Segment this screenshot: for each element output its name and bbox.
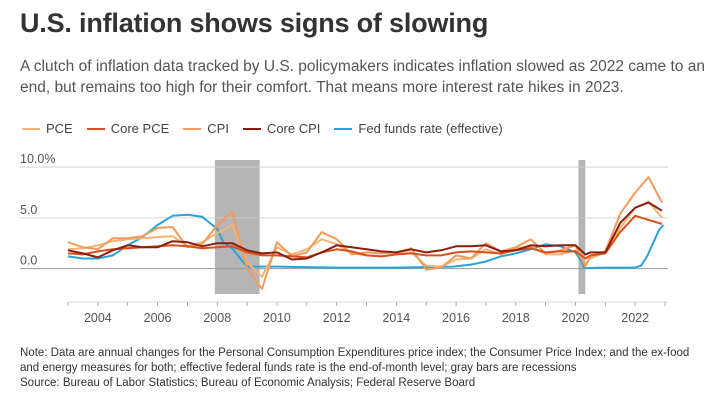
legend-swatch-cpi	[183, 127, 202, 130]
legend-label-cpi: CPI	[207, 121, 229, 136]
y-tick-label: 10.0%	[20, 152, 55, 166]
source-text: Source: Bureau of Labor Statistics; Bure…	[20, 377, 476, 389]
x-axis-ticks: 2004 2006 2008 2010 2012 2014 2016 2018 2020 2022	[67, 301, 668, 325]
legend-item-pce: PCE	[22, 121, 73, 136]
legend-item-core-cpi: Core CPI	[242, 121, 321, 136]
x-tick-label: 2016	[442, 311, 470, 325]
y-tick-label: 5.0	[20, 203, 37, 217]
x-tick-label: 2006	[144, 311, 172, 325]
series-line-fed-funds-rate-effective-	[67, 213, 665, 270]
x-tick-label: 2020	[562, 311, 590, 325]
legend-label-pce: PCE	[46, 121, 73, 136]
legend-label-fed-funds: Fed funds rate (effective)	[358, 121, 503, 136]
note-text: Note: Data are annual changes for the Pe…	[20, 347, 690, 374]
series-lines	[67, 176, 665, 290]
y-axis-ticks: 0.0 5.0 10.0%	[20, 152, 55, 268]
line-chart: 0.0 5.0 10.0% 2004 2006 2008 2010 2012 2014 2016…	[20, 152, 668, 325]
chart-title: U.S. inflation shows signs of slowing	[20, 8, 489, 38]
chart-subtitle: A clutch of inflation data tracked by U.…	[20, 58, 705, 96]
series-line-core-pce	[67, 214, 663, 260]
recession-bar-1	[578, 160, 586, 294]
x-tick-label: 2004	[84, 311, 112, 325]
legend-swatch-core-cpi	[242, 127, 261, 130]
recession-bar-0	[214, 160, 260, 294]
x-tick-label: 2008	[203, 311, 231, 325]
gridlines	[20, 166, 668, 270]
legend-swatch-fed-funds	[334, 127, 353, 130]
x-tick-label: 2010	[263, 311, 291, 325]
legend-item-fed-funds: Fed funds rate (effective)	[334, 121, 503, 136]
series-line-pce	[67, 200, 663, 278]
x-tick-label: 2014	[382, 311, 410, 325]
notes: Note: Data are annual changes for the Pe…	[20, 346, 705, 391]
recession-bars	[214, 160, 586, 294]
legend: PCE Core PCE CPI Core CPI Fed funds rate…	[22, 121, 503, 136]
x-tick-label: 2012	[323, 311, 351, 325]
legend-swatch-pce	[22, 127, 40, 130]
series-line-cpi	[67, 176, 663, 290]
legend-item-core-pce: Core PCE	[86, 121, 170, 136]
legend-label-core-cpi: Core CPI	[266, 121, 321, 136]
legend-swatch-core-pce	[86, 127, 105, 130]
series-line-core-cpi	[67, 201, 663, 261]
x-tick-label: 2018	[502, 311, 530, 325]
x-tick-label: 2022	[621, 311, 649, 325]
legend-label-core-pce: Core PCE	[110, 121, 170, 136]
legend-item-cpi: CPI	[183, 121, 229, 136]
y-tick-label: 0.0	[20, 254, 37, 268]
